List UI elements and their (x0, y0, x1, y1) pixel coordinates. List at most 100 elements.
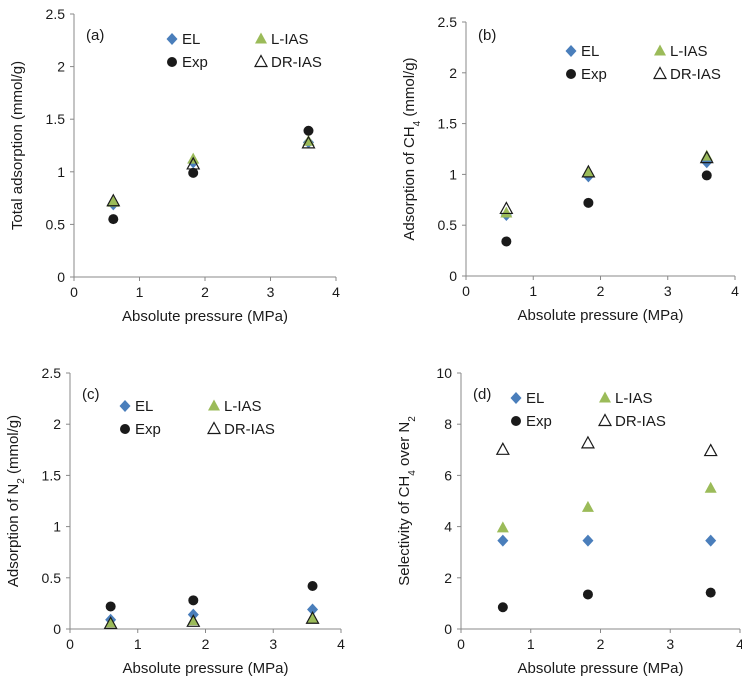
y-tick-label: 4 (444, 519, 452, 535)
series-dr-ias (495, 435, 718, 457)
series-dr-ias (103, 611, 320, 629)
series-exp (105, 580, 318, 612)
legend-marker-dr-ias (652, 66, 668, 80)
point-el (582, 534, 594, 547)
legend-label-dr-ias: DR-IAS (224, 421, 275, 438)
point-exp (307, 580, 318, 591)
y-tick-label: 0 (57, 269, 65, 285)
series-l-ias (107, 134, 315, 207)
x-tick-label: 3 (269, 636, 277, 652)
y-tick-label: 10 (436, 365, 452, 381)
point-exp (583, 197, 594, 208)
point-l-ias (582, 165, 595, 177)
point-l-ias (496, 521, 509, 533)
point-dr-ias (581, 164, 596, 178)
point-exp (501, 236, 512, 247)
point-dr-ias (495, 442, 510, 455)
series-l-ias (500, 149, 713, 218)
legend-label-exp: Exp (581, 66, 607, 83)
point-exp (497, 602, 508, 613)
x-tick-label: 2 (202, 636, 210, 652)
x-tick-label: 1 (136, 284, 144, 300)
point-el (307, 603, 319, 616)
series-exp (497, 587, 716, 613)
point-exp (188, 595, 199, 606)
point-dr-ias (499, 201, 514, 215)
legend: EL L-IAS Exp DR-IAS (510, 390, 666, 430)
point-exp (105, 601, 116, 612)
x-tick-label: 0 (66, 636, 74, 652)
y-axis-label: Selectivity of CH4 over N2 (396, 416, 418, 586)
x-tick-label: 0 (70, 284, 78, 300)
legend-marker-exp (566, 69, 576, 79)
panel-c: 0 1 2 3 4 0 0.5 1 1.5 2 2.5 Absolute pressure (MPa)… (5, 365, 345, 677)
series-l-ias (104, 612, 319, 628)
y-tick-label: 0.5 (438, 217, 458, 233)
series-el (107, 136, 314, 211)
legend-marker-exp (120, 424, 130, 434)
y-tick-label: 1.5 (42, 467, 62, 483)
x-axis-label: Absolute pressure (MPa) (123, 660, 289, 677)
legend-label-el: EL (182, 31, 200, 48)
y-tick-label: 2.5 (46, 6, 66, 22)
legend-label-dr-ias: DR-IAS (615, 413, 666, 430)
legend-label-el: EL (526, 390, 544, 407)
legend-label-dr-ias: DR-IAS (670, 66, 721, 83)
x-tick-label: 2 (201, 284, 209, 300)
point-dr-ias (703, 443, 718, 457)
point-dr-ias (186, 156, 201, 170)
x-tick-label: 2 (597, 636, 605, 652)
series-el (497, 534, 717, 547)
x-tick-label: 3 (664, 283, 672, 299)
point-exp (582, 589, 593, 600)
point-exp (303, 125, 314, 136)
y-tick-label: 6 (444, 467, 452, 483)
point-dr-ias (301, 135, 316, 149)
y-tick-label: 1 (53, 519, 61, 535)
legend-label-l-ias: L-IAS (670, 43, 708, 60)
series-exp (108, 125, 314, 225)
x-tick-label: 4 (337, 636, 345, 652)
y-tick-label: 1 (449, 166, 457, 182)
legend-marker-el (119, 400, 131, 412)
y-axis-label: Total adsorption (mmol/g) (9, 61, 26, 230)
series-l-ias (496, 481, 717, 533)
point-l-ias (107, 195, 120, 207)
legend-label-dr-ias: DR-IAS (271, 54, 322, 71)
legend-marker-exp (511, 416, 521, 426)
x-tick-label: 2 (597, 283, 605, 299)
point-dr-ias (186, 614, 201, 627)
panel-label: (a) (86, 27, 104, 44)
x-tick-label: 1 (527, 636, 535, 652)
point-l-ias (104, 616, 117, 628)
point-exp (108, 214, 119, 225)
x-axis-label: Absolute pressure (MPa) (122, 308, 288, 325)
y-tick-label: 2 (53, 416, 61, 432)
point-dr-ias (580, 435, 595, 449)
x-tick-label: 4 (736, 636, 742, 652)
y-tick-label: 2.5 (42, 365, 62, 381)
legend-label-exp: Exp (182, 54, 208, 71)
x-tick-label: 3 (267, 284, 275, 300)
panel-d: 0 1 2 3 4 0 2 4 6 8 10 Absolute pressure (MPa) Selec… (396, 365, 742, 677)
panel-a: 0 1 2 3 4 0 0.5 1 1.5 2 2.5 Absolute pressure (MPa)… (9, 6, 340, 325)
legend-label-el: EL (135, 398, 153, 415)
y-tick-label: 1 (57, 164, 65, 180)
x-axis-label: Absolute pressure (MPa) (518, 660, 684, 677)
point-l-ias (306, 612, 319, 624)
legend-marker-l-ias (654, 44, 666, 56)
y-tick-label: 2 (449, 65, 457, 81)
legend-marker-l-ias (599, 391, 611, 403)
x-tick-label: 3 (666, 636, 674, 652)
y-tick-label: 2.5 (438, 14, 458, 30)
series-el (105, 603, 319, 626)
y-tick-label: 8 (444, 416, 452, 432)
legend-label-l-ias: L-IAS (615, 390, 653, 407)
legend-label-el: EL (581, 43, 599, 60)
point-el (497, 534, 509, 547)
point-exp (705, 587, 716, 598)
point-dr-ias (699, 150, 714, 164)
legend-label-exp: Exp (526, 413, 552, 430)
legend-marker-dr-ias (206, 421, 222, 435)
